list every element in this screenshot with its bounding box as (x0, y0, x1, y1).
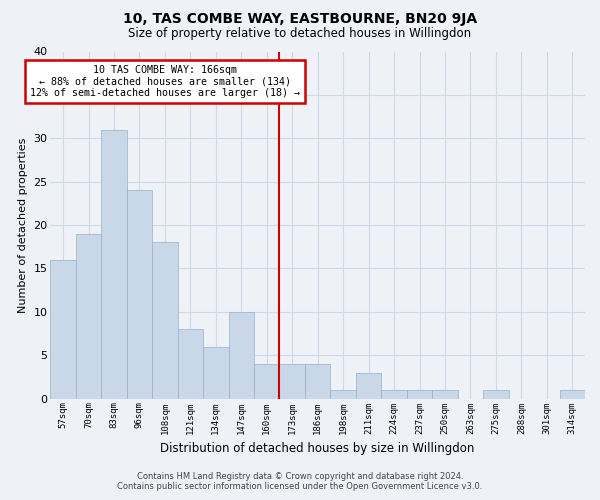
Bar (178, 329, 203, 398)
Bar (483, 390, 509, 398)
Bar (331, 390, 356, 398)
Bar (127, 190, 152, 398)
Bar (203, 346, 229, 399)
Bar (101, 130, 127, 398)
Bar (305, 364, 331, 398)
Bar (76, 234, 101, 398)
Bar (382, 390, 407, 398)
Text: Contains HM Land Registry data © Crown copyright and database right 2024.
Contai: Contains HM Land Registry data © Crown c… (118, 472, 482, 491)
Bar (432, 390, 458, 398)
Bar (254, 364, 280, 398)
Text: 10 TAS COMBE WAY: 166sqm  
← 88% of detached houses are smaller (134)
12% of sem: 10 TAS COMBE WAY: 166sqm ← 88% of detach… (30, 64, 300, 98)
Bar (229, 312, 254, 398)
Bar (356, 372, 382, 398)
Bar (152, 242, 178, 398)
Text: Size of property relative to detached houses in Willingdon: Size of property relative to detached ho… (128, 28, 472, 40)
Y-axis label: Number of detached properties: Number of detached properties (18, 138, 28, 313)
Bar (50, 260, 76, 398)
Text: 10, TAS COMBE WAY, EASTBOURNE, BN20 9JA: 10, TAS COMBE WAY, EASTBOURNE, BN20 9JA (123, 12, 477, 26)
Bar (407, 390, 432, 398)
Bar (560, 390, 585, 398)
Bar (280, 364, 305, 398)
X-axis label: Distribution of detached houses by size in Willingdon: Distribution of detached houses by size … (160, 442, 475, 455)
